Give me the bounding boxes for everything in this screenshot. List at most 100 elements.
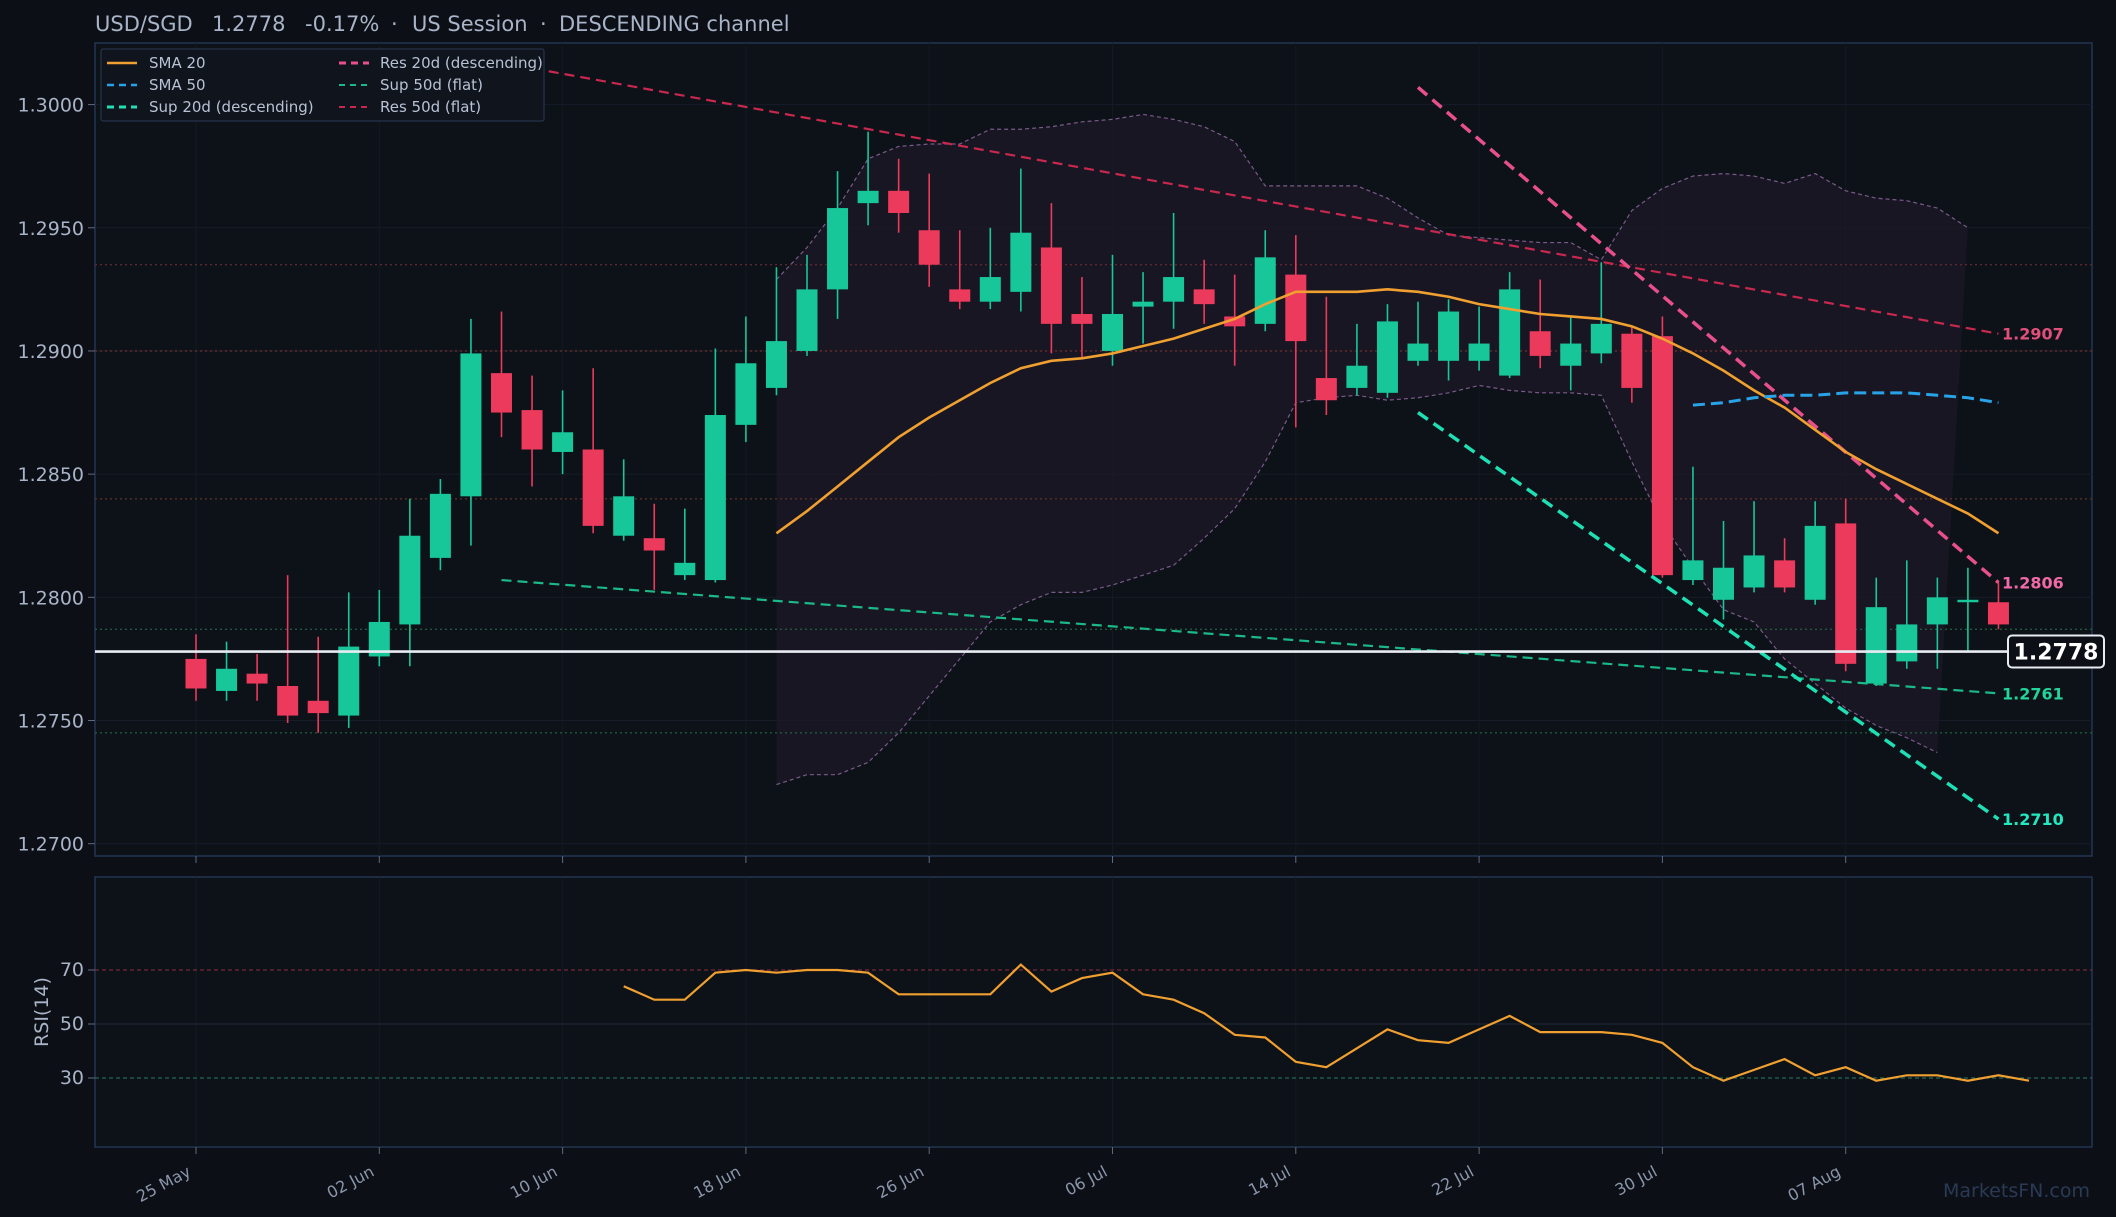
level-labels: 1.2907 1.2806 1.2761 1.2710 xyxy=(2002,325,2064,829)
candle-body xyxy=(1010,232,1032,292)
sup-50d-flat-line xyxy=(501,578,1999,695)
y-tick-label: 1.2800 xyxy=(18,587,84,609)
moving-averages xyxy=(775,288,2000,535)
candle-body xyxy=(949,289,971,302)
candle-body xyxy=(1774,560,1796,588)
candle-body xyxy=(1040,247,1062,324)
candle-body xyxy=(765,341,787,388)
header-separator-1: · xyxy=(391,12,398,36)
rsi-axis-label: RSI(14) xyxy=(31,977,53,1047)
candle-body xyxy=(460,353,482,497)
level-label: 1.2710 xyxy=(2002,810,2064,829)
y-tick-label: 1.2850 xyxy=(18,464,84,486)
candle-body xyxy=(1682,560,1704,581)
candle-body xyxy=(796,289,818,351)
legend-res20: Res 20d (descending) xyxy=(380,54,543,72)
legend: SMA 20 SMA 50 Sup 20d (descending) Res 2… xyxy=(100,48,545,122)
candle-body xyxy=(613,496,635,536)
candle-body xyxy=(704,415,726,581)
level-label: 1.2907 xyxy=(2002,325,2064,344)
candle-body xyxy=(1529,331,1551,356)
candle-body xyxy=(1743,555,1765,588)
candle-body xyxy=(888,190,910,213)
bollinger-upper xyxy=(776,113,1969,280)
candle-body xyxy=(1804,525,1826,600)
y-tick-label: 1.2700 xyxy=(18,834,84,856)
legend-box xyxy=(100,48,545,122)
candle-body xyxy=(1957,599,1979,603)
candle-body xyxy=(1285,274,1307,342)
candle-body xyxy=(1102,314,1123,351)
y-tick-label: 1.2900 xyxy=(18,341,84,363)
level-label: 1.2806 xyxy=(2002,574,2064,593)
legend-sup50: Sup 50d (flat) xyxy=(380,76,483,94)
candle-body xyxy=(857,190,879,204)
candle-body xyxy=(1071,314,1093,324)
candle-body xyxy=(1713,567,1734,600)
candle-body xyxy=(216,668,238,691)
candle-body xyxy=(307,700,329,714)
watermark: MarketsFN.com xyxy=(1943,1180,2090,1202)
current-price-tag xyxy=(2007,634,2105,669)
candle-body xyxy=(277,686,299,716)
y-tick-label: 1.2750 xyxy=(18,711,84,733)
candle-body xyxy=(1590,323,1612,354)
y-tick-label: 1.3000 xyxy=(18,95,84,117)
candle-body xyxy=(1926,597,1948,625)
candle-body xyxy=(552,432,574,452)
sma20-line xyxy=(775,288,2000,535)
candle-body xyxy=(827,208,849,290)
candle-body xyxy=(1132,301,1154,307)
rsi-tick-label: 70 xyxy=(60,959,84,981)
sup-20d-desc-line xyxy=(1416,411,2000,821)
rsi-line xyxy=(623,963,2030,1082)
candle-body xyxy=(1224,316,1246,327)
candle-body xyxy=(1621,333,1643,388)
candles xyxy=(185,131,2009,733)
header-channel: DESCENDING channel xyxy=(559,12,790,36)
header-separator-2: · xyxy=(540,12,547,36)
res-20d-desc-line xyxy=(1416,86,2000,584)
candle-body xyxy=(1468,343,1490,361)
candle-body xyxy=(1376,321,1398,393)
header-change: -0.17% xyxy=(305,12,379,36)
candle-body xyxy=(399,535,421,625)
bollinger-fill xyxy=(776,114,1968,785)
candle-body xyxy=(1499,289,1521,376)
candle-body xyxy=(1560,343,1582,366)
level-label: 1.2761 xyxy=(2002,684,2064,703)
current-price-label: 1.2778 xyxy=(2014,641,2099,666)
candle-body xyxy=(338,646,360,716)
rsi-tick-label: 30 xyxy=(60,1067,84,1089)
trendlines xyxy=(501,61,2000,821)
sma50-line xyxy=(1692,391,1999,407)
candle-body xyxy=(1865,607,1887,684)
candle-body xyxy=(1651,336,1673,576)
candle-body xyxy=(674,562,696,576)
candle-body xyxy=(582,449,604,526)
candle-body xyxy=(1438,311,1460,361)
header-price: 1.2778 xyxy=(212,12,285,36)
rsi-series xyxy=(95,963,2092,1082)
legend-sma50: SMA 50 xyxy=(149,76,206,94)
candle-body xyxy=(429,493,451,558)
rsi-panel xyxy=(94,876,2093,1148)
rsi-tick-label: 50 xyxy=(60,1013,84,1035)
candle-body xyxy=(918,230,940,265)
candle-body xyxy=(1407,343,1429,361)
res-50d-flat-line xyxy=(501,61,1999,335)
candle-body xyxy=(1163,277,1185,302)
y-tick-label: 1.2950 xyxy=(18,218,84,240)
candle-body xyxy=(521,410,543,450)
chart-header: USD/SGD 1.2778 -0.17% · US Session · DES… xyxy=(95,12,790,36)
candle-body xyxy=(246,673,268,684)
candle-body xyxy=(368,621,390,657)
candle-body xyxy=(1896,624,1918,662)
candle-body xyxy=(735,363,757,425)
candle-body xyxy=(643,538,665,551)
header-symbol: USD/SGD xyxy=(95,12,193,36)
candle-body xyxy=(1254,257,1276,324)
candle-body xyxy=(1315,378,1337,401)
header-session: US Session xyxy=(412,12,528,36)
